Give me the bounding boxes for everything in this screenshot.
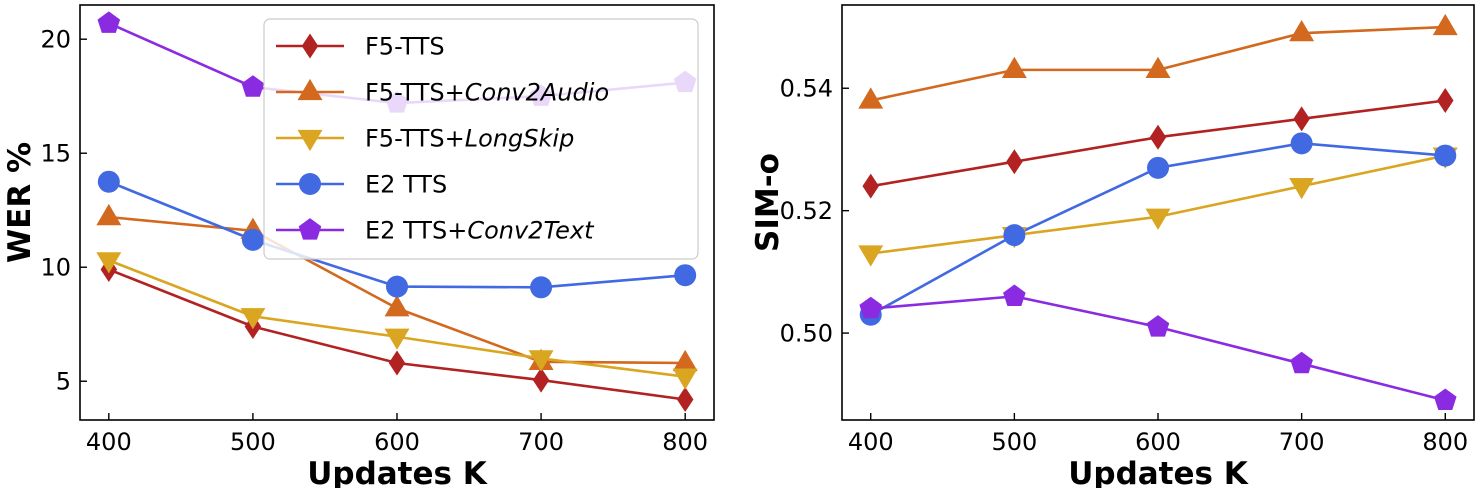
- wer-point-f5-tts-600: [388, 350, 406, 376]
- wer-point-f5-tts-700: [532, 367, 550, 393]
- wer-y-tick-label: 20: [40, 26, 71, 54]
- sim-y-tick-label: 0.54: [780, 75, 833, 103]
- legend-marker-e2-tts-conv2text: [298, 218, 322, 240]
- sim-point-f5-tts-500: [1006, 149, 1023, 175]
- sim-point-e2-tts-800: [1434, 144, 1457, 167]
- wer-point-f5-tts-conv2audio-400: [96, 203, 122, 226]
- sim-point-f5-tts-700: [1293, 106, 1310, 132]
- sim-x-tick-label: 800: [1422, 428, 1468, 456]
- wer-y-axis-title: WER %: [2, 142, 38, 263]
- wer-point-e2-tts-conv2text-500: [241, 75, 265, 97]
- wer-y-tick-label: 15: [40, 140, 71, 168]
- sim-point-e2-tts-500: [1003, 224, 1026, 247]
- sim-point-e2-tts-conv2text-400: [859, 296, 883, 319]
- wer-point-f5-tts-longskip-500: [240, 308, 266, 330]
- sim-x-tick-label: 600: [1135, 428, 1181, 456]
- sim-x-tick-label: 500: [991, 428, 1037, 456]
- sim-point-f5-tts-longskip-700: [1289, 178, 1315, 200]
- wer-point-f5-tts-longskip-600: [384, 328, 410, 350]
- sim-point-f5-tts-conv2audio-500: [1001, 56, 1027, 79]
- sim-point-f5-tts-longskip-600: [1145, 208, 1171, 230]
- legend-marker-e2-tts: [299, 173, 321, 195]
- sim-x-axis-title: Updates K: [1068, 456, 1249, 488]
- sim-point-f5-tts-800: [1437, 87, 1454, 113]
- sim-chart-panel: 400 500 600 700 800 0.50 0.52 0.54 Updates K SIM-…: [750, 4, 1475, 488]
- legend-marker-f5-tts-longskip: [297, 129, 323, 152]
- wer-point-f5-tts-800: [676, 386, 694, 412]
- sim-y-tick-label: 0.52: [780, 197, 833, 225]
- wer-x-tick-label: 700: [518, 428, 564, 456]
- sim-x-tick-label: 400: [848, 428, 894, 456]
- sim-point-f5-tts-400: [862, 173, 879, 199]
- legend-marker-f5-tts-conv2audio: [297, 78, 323, 101]
- legend-label-e2-tts-conv2text: E2 TTS+Conv2Text: [365, 217, 595, 245]
- wer-point-f5-tts-conv2audio-600: [384, 295, 410, 317]
- sim-y-tick-label: 0.50: [780, 320, 833, 348]
- wer-point-e2-tts-400: [97, 170, 120, 193]
- wer-y-tick-label: 5: [56, 368, 71, 396]
- wer-point-e2-tts-700: [530, 276, 553, 299]
- sim-point-f5-tts-600: [1149, 124, 1167, 150]
- sim-point-f5-tts-conv2audio-600: [1145, 56, 1171, 79]
- legend: F5-TTS F5-TTS+Conv2Audio F5-TTS+LongSkip E2…: [263, 18, 699, 260]
- sim-point-e2-tts-conv2text-600: [1146, 315, 1170, 337]
- sim-point-f5-tts-longskip-400: [858, 245, 884, 267]
- legend-label-e2-tts: E2 TTS: [365, 171, 447, 199]
- wer-point-e2-tts-conv2text-400: [97, 11, 121, 33]
- wer-point-f5-tts-longskip-700: [528, 350, 554, 372]
- wer-y-tick-label: 10: [40, 254, 71, 282]
- sim-point-e2-tts-conv2text-800: [1433, 388, 1457, 411]
- sim-point-f5-tts-conv2audio-700: [1289, 20, 1315, 42]
- sim-point-f5-tts-conv2audio-400: [858, 87, 884, 109]
- wer-x-tick-label: 400: [86, 428, 132, 456]
- wer-x-tick-label: 500: [230, 428, 276, 456]
- sim-y-axis-title: SIM-o: [750, 153, 786, 252]
- wer-chart-panel: 400 500 600 700 800 5 10 15 20 Updates K WER % F5-T…: [2, 4, 715, 488]
- sim-point-e2-tts-conv2text-500: [1003, 284, 1026, 306]
- wer-x-axis-title: Updates K: [307, 456, 488, 488]
- wer-point-f5-tts-conv2audio-800: [672, 349, 698, 372]
- wer-point-e2-tts-500: [241, 228, 264, 251]
- wer-point-f5-tts-longskip-800: [672, 368, 698, 390]
- legend-label-f5-tts: F5-TTS: [365, 33, 445, 61]
- wer-x-tick-label: 600: [374, 428, 420, 456]
- wer-point-e2-tts-800: [674, 264, 697, 287]
- sim-point-e2-tts-conv2text-700: [1290, 351, 1313, 374]
- legend-box: [263, 18, 699, 260]
- wer-point-e2-tts-600: [386, 275, 408, 298]
- sim-point-e2-tts-600: [1147, 156, 1169, 179]
- legend-label-f5-tts-longskip: F5-TTS+LongSkip: [365, 125, 574, 153]
- sim-point-f5-tts-conv2audio-800: [1432, 13, 1458, 36]
- wer-point-f5-tts-longskip-400: [96, 252, 122, 274]
- sim-series-line-e2-tts-conv2text: [870, 295, 1446, 402]
- legend-marker-f5-tts: [301, 33, 319, 59]
- legend-label-f5-tts-conv2audio: F5-TTS+Conv2Audio: [365, 79, 609, 107]
- wer-x-tick-label: 800: [662, 428, 708, 456]
- sim-x-tick-label: 700: [1279, 428, 1325, 456]
- sim-point-e2-tts-700: [1290, 132, 1313, 155]
